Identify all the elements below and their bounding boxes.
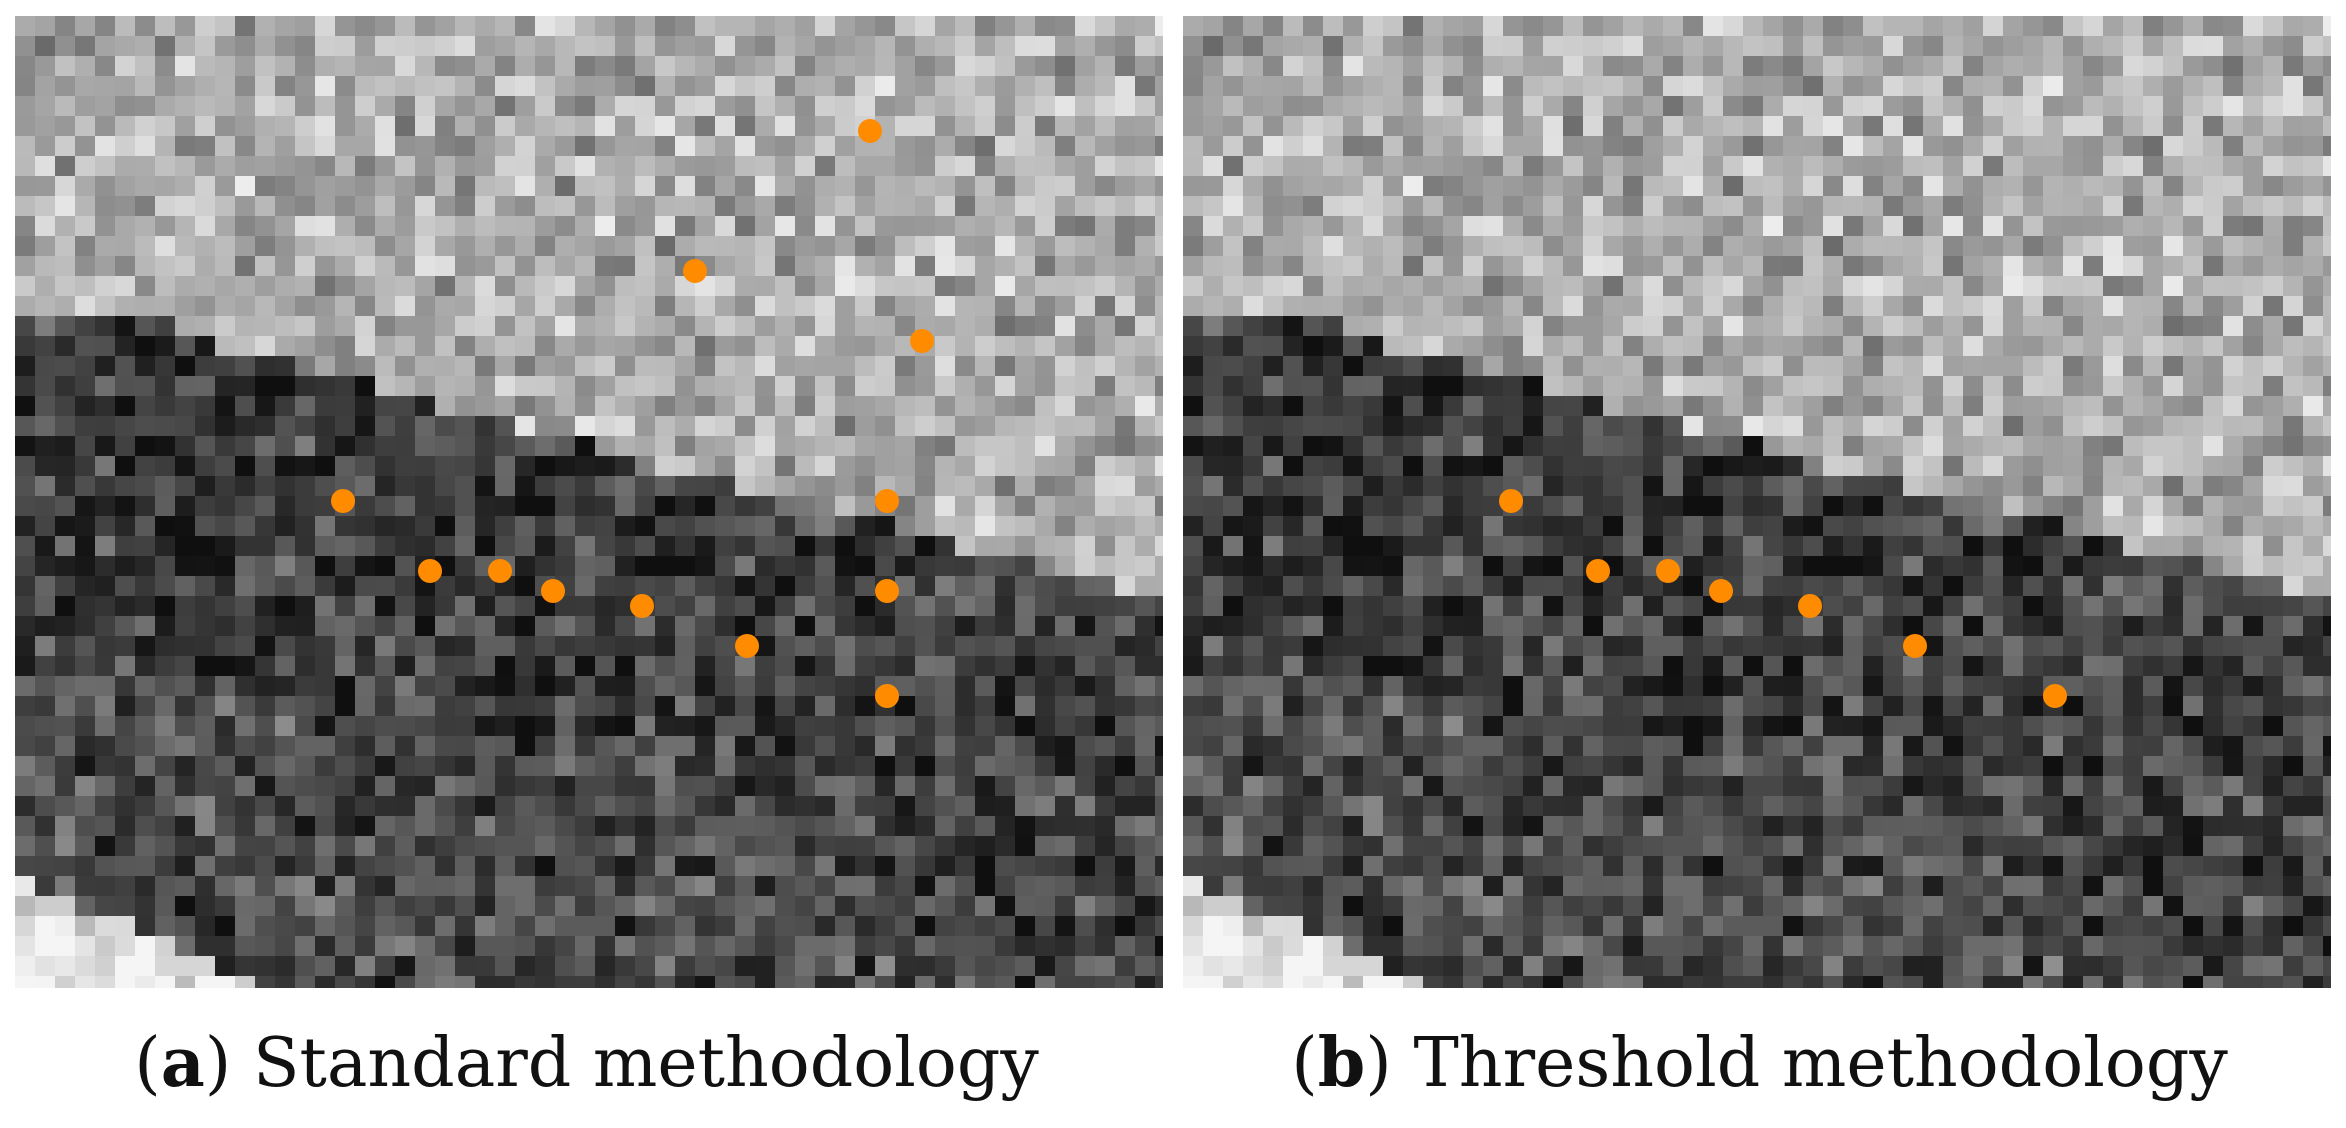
panel-b: (b) Threshold methodology	[1173, 0, 2346, 1128]
noise-image-svg	[1183, 16, 2331, 988]
detected-point-marker	[418, 559, 442, 583]
detected-point-marker	[858, 119, 882, 143]
detected-point-marker	[735, 634, 759, 658]
noise-image-svg	[15, 16, 1163, 988]
detected-point-marker	[683, 259, 707, 283]
image-threshold-methodology	[1183, 16, 2331, 988]
detected-point-marker	[331, 489, 355, 513]
panel-a: (a) Standard methodology	[15, 16, 1163, 1103]
caption-letter: a	[160, 1023, 205, 1103]
detected-point-marker	[1798, 594, 1822, 618]
image-standard-methodology	[15, 16, 1163, 988]
detected-point-marker	[1499, 489, 1523, 513]
detected-point-marker	[541, 579, 565, 603]
caption-b: (b) Threshold methodology	[1291, 1023, 2228, 1103]
detected-point-marker	[1709, 579, 1733, 603]
detected-point-marker	[910, 329, 934, 353]
detected-point-marker	[875, 489, 899, 513]
caption-label: Standard methodology	[252, 1024, 1039, 1103]
detected-point-marker	[875, 579, 899, 603]
detected-point-marker	[488, 559, 512, 583]
caption-letter: b	[1317, 1023, 1366, 1103]
caption-label: Threshold methodology	[1413, 1024, 2228, 1103]
detected-point-marker	[1903, 634, 1927, 658]
detected-point-marker	[2043, 684, 2067, 708]
caption-a: (a) Standard methodology	[134, 1023, 1039, 1103]
detected-point-marker	[875, 684, 899, 708]
detected-point-marker	[1656, 559, 1680, 583]
detected-point-marker	[1586, 559, 1610, 583]
detected-point-marker	[630, 594, 654, 618]
